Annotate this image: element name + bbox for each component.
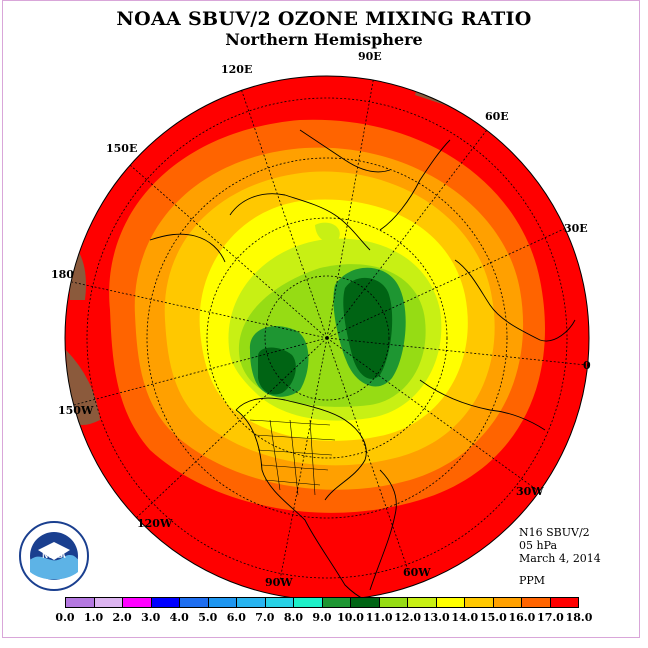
color-swatch-2 [123, 598, 152, 607]
band-9-a [258, 347, 296, 395]
lon-label-90w: 90W [265, 576, 293, 589]
color-swatch-6 [237, 598, 266, 607]
lon-label-30w: 30W [516, 485, 544, 498]
band-12-patch [315, 222, 340, 243]
color-swatch-5 [208, 598, 237, 607]
level-label: 05 hPa [519, 539, 558, 552]
color-swatch-4 [180, 598, 209, 607]
lon-label-0: 0 [583, 359, 591, 372]
lon-label-60w: 60W [403, 566, 431, 579]
color-scale [65, 597, 579, 608]
scale-tick-label: 4.0 [169, 611, 189, 624]
scale-tick-label: 10.0 [337, 611, 364, 624]
scale-tick-label: 2.0 [112, 611, 132, 624]
color-scale-ticks: 0.0 1.0 2.0 3.0 4.0 5.0 6.0 7.0 8.0 9.0 10.0 11.0 12… [50, 611, 610, 625]
scale-tick-label: 8.0 [283, 611, 304, 624]
color-swatch-11 [379, 598, 408, 607]
color-swatch-3 [151, 598, 180, 607]
scale-tick-label: 13.0 [422, 611, 450, 624]
scale-tick-label: 5.0 [198, 611, 218, 624]
color-swatch-0 [66, 598, 95, 607]
lon-label-150w: 150W [58, 404, 94, 417]
scale-tick-label: 12.0 [394, 611, 422, 624]
lon-label-120e: 120E [221, 63, 253, 76]
map-title: NOAA SBUV/2 OZONE MIXING RATIO [116, 8, 532, 30]
lon-label-60e: 60E [485, 110, 509, 123]
color-swatch-7 [265, 598, 294, 607]
scale-tick-label: 6.0 [226, 611, 246, 624]
color-swatch-13 [436, 598, 465, 607]
satellite-label: N16 SBUV/2 [519, 526, 590, 539]
scale-tick-label: 7.0 [255, 611, 275, 624]
scale-tick-label: 9.0 [312, 611, 332, 624]
scale-tick-label: 14.0 [451, 611, 479, 624]
lon-label-90e: 90E [358, 50, 382, 63]
scale-tick-label: 0.0 [55, 611, 75, 624]
band-9-b [343, 277, 393, 379]
color-swatch-12 [408, 598, 437, 607]
lon-label-150e: 150E [106, 142, 138, 155]
color-swatch-17 [550, 598, 578, 607]
color-swatch-14 [465, 598, 494, 607]
image-frame [2, 0, 640, 638]
graticule [69, 76, 587, 586]
scale-tick-label: 18.0 [565, 611, 593, 624]
color-swatch-16 [522, 598, 551, 607]
color-swatch-8 [294, 598, 323, 607]
scale-tick-label: 16.0 [508, 611, 536, 624]
color-swatch-9 [322, 598, 351, 607]
band-13-patch [260, 231, 275, 259]
color-swatch-1 [94, 598, 123, 607]
date-label: March 4, 2014 [519, 552, 601, 565]
scale-tick-label: 3.0 [141, 611, 161, 624]
color-swatch-10 [351, 598, 380, 607]
map-subtitle: Northern Hemisphere [225, 30, 423, 49]
lon-label-180: 180 [51, 268, 74, 281]
noaa-logo: NOAA [19, 521, 89, 591]
lon-label-120w: 120W [137, 517, 173, 530]
political-borders [249, 419, 336, 496]
scale-tick-label: 15.0 [479, 611, 507, 624]
scale-tick-label: 17.0 [537, 611, 564, 624]
scale-tick-label: 11.0 [365, 611, 393, 624]
scale-tick-label: 1.0 [83, 611, 104, 624]
units-label: PPM [519, 574, 546, 587]
coastlines [149, 129, 576, 600]
logo-text: NOAA [42, 551, 66, 560]
color-swatch-15 [493, 598, 522, 607]
lon-label-30e: 30E [564, 222, 588, 235]
